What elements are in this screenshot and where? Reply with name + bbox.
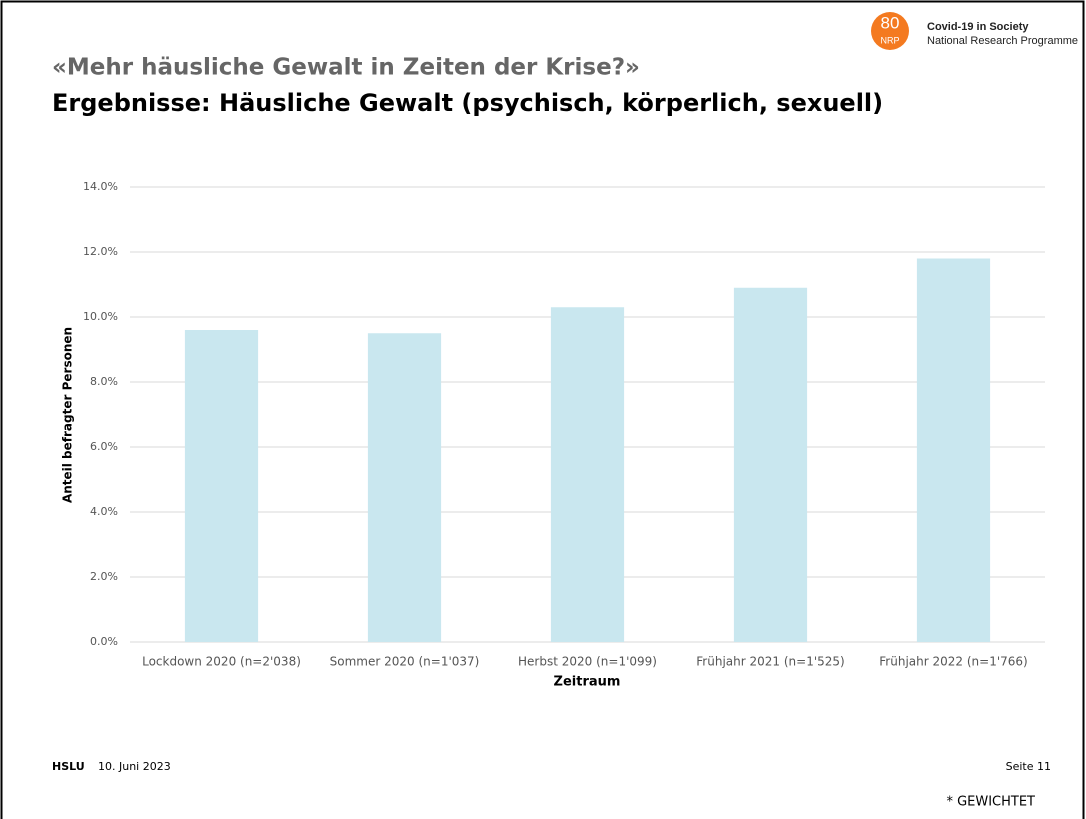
y-axis-label: Anteil befragter Personen [61,327,75,503]
y-tick-label: 10.0% [83,310,118,323]
logo-number: 80 [881,13,900,32]
logo-line2: National Research Programme [927,35,1078,47]
logo-line1: Covid-19 in Society [927,21,1029,33]
footer-date: 10. Juni 2023 [98,760,171,773]
x-tick-label: Frühjahr 2021 (n=1'525) [696,655,844,669]
bar [367,333,442,642]
bar [916,258,991,642]
slide-title: «Mehr häusliche Gewalt in Zeiten der Kri… [52,55,640,81]
y-tick-label: 6.0% [90,440,118,453]
footer-note: * GEWICHTET [946,795,1035,810]
bar [184,330,259,642]
y-tick-label: 14.0% [83,180,118,193]
bar [733,287,808,642]
logo-circle [871,12,909,50]
y-tick-label: 4.0% [90,505,118,518]
y-tick-label: 2.0% [90,570,118,583]
x-axis-label: Zeitraum [554,675,621,690]
x-tick-label: Herbst 2020 (n=1'099) [518,655,657,669]
footer-page: Seite 11 [1006,760,1051,773]
x-tick-label: Frühjahr 2022 (n=1'766) [879,655,1027,669]
x-tick-label: Lockdown 2020 (n=2'038) [142,655,301,669]
slide-subtitle: Ergebnisse: Häusliche Gewalt (psychisch,… [52,89,883,117]
logo-code: NRP [880,35,899,45]
y-tick-label: 12.0% [83,245,118,258]
y-tick-label: 0.0% [90,635,118,648]
x-tick-label: Sommer 2020 (n=1'037) [330,655,480,669]
footer-org: HSLU [52,760,85,773]
bar [550,307,625,642]
y-tick-label: 8.0% [90,375,118,388]
